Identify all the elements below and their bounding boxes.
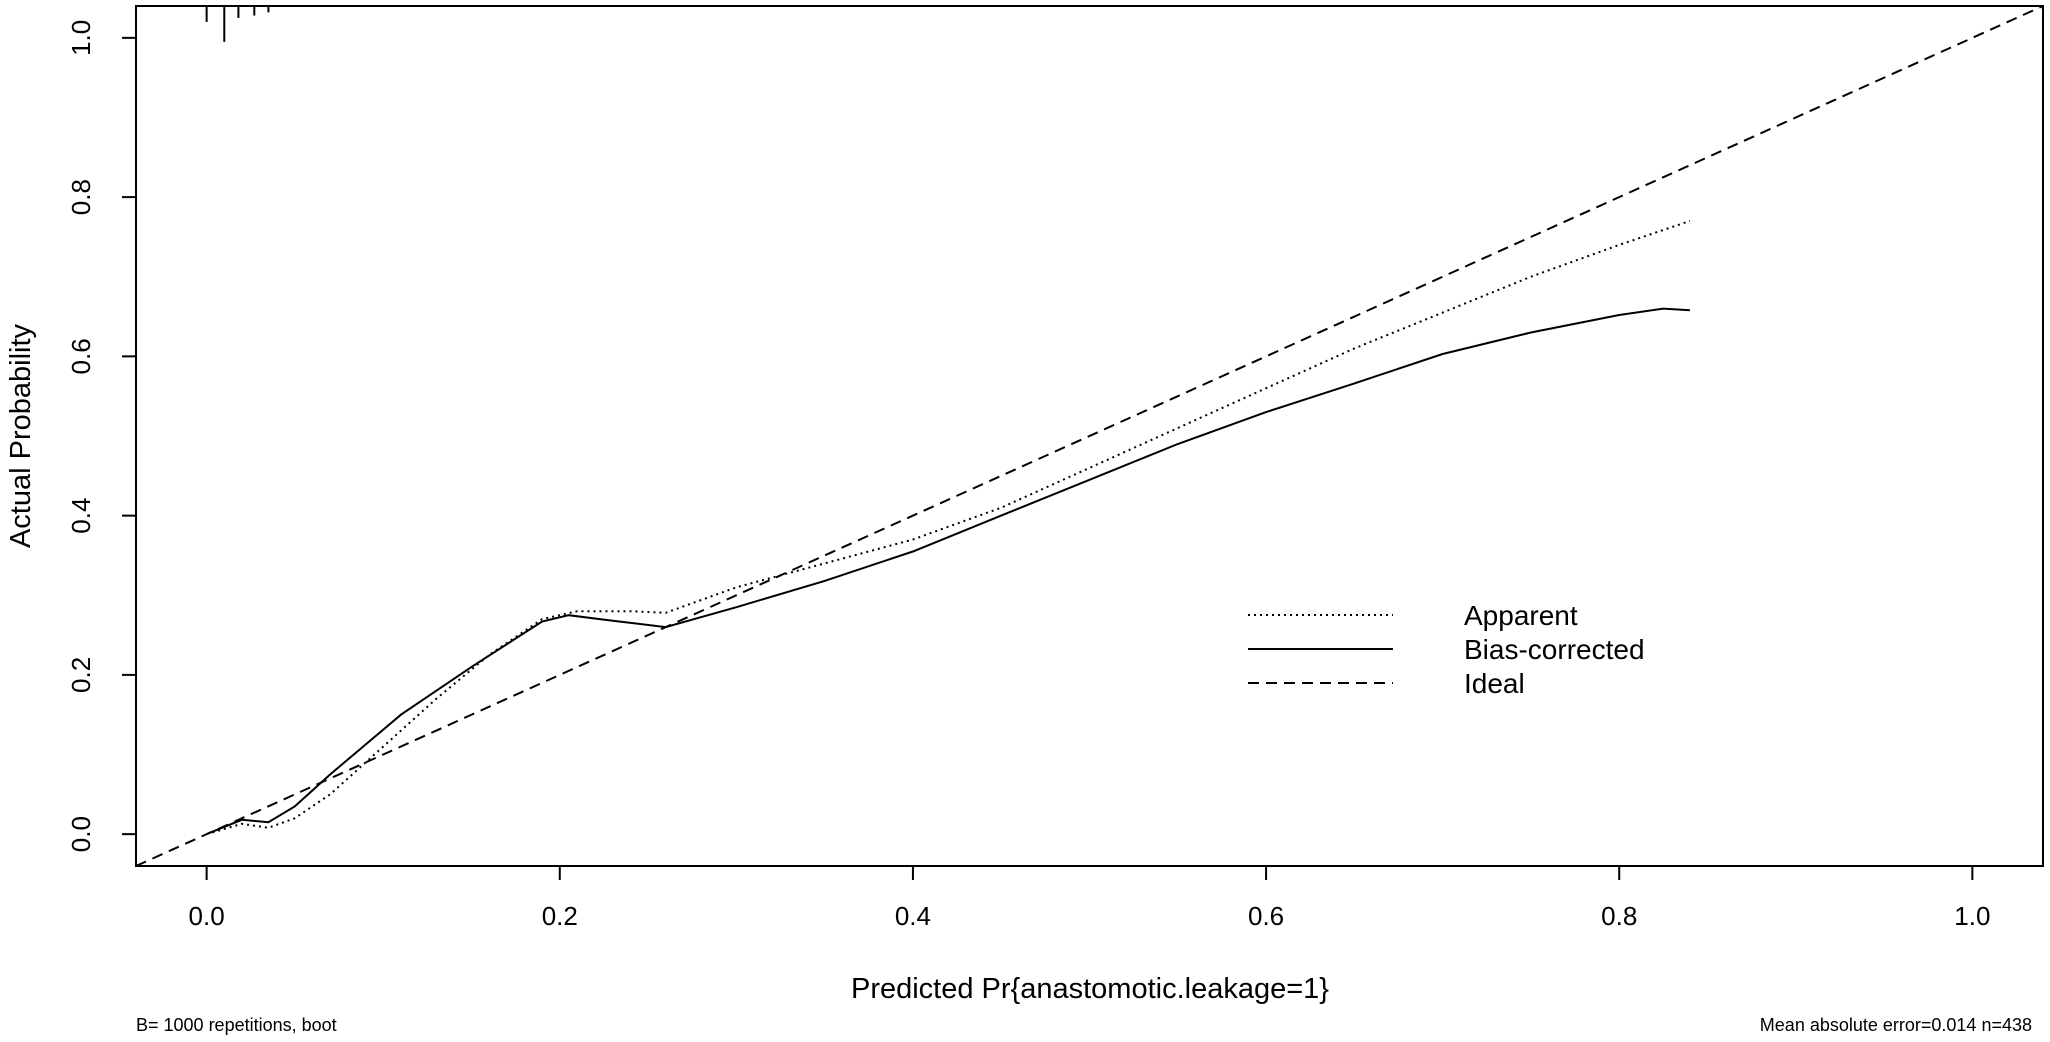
y-tick-label: 0.8 [66, 179, 96, 215]
y-tick-label: 0.0 [66, 816, 96, 852]
plot-frame [135, 5, 2044, 867]
series-line-apparent [206, 220, 1691, 836]
x-tick-label: 0.6 [1248, 901, 1284, 931]
x-tick-label: 0.8 [1601, 901, 1637, 931]
footnote-right: Mean absolute error=0.014 n=438 [1760, 1015, 2032, 1035]
x-axis-title: Predicted Pr{anastomotic.leakage=1} [851, 973, 1329, 1005]
x-tick-label: 1.0 [1954, 901, 1990, 931]
x-tick-label: 0.4 [895, 901, 931, 931]
rug-marks [205, 6, 270, 42]
y-axis: 0.0 0.2 0.4 0.6 0.8 1.0 [66, 20, 136, 852]
y-axis-title: Actual Probability [5, 323, 37, 548]
y-tick-label: 0.2 [66, 657, 96, 693]
y-tick-label: 0.4 [66, 498, 96, 534]
x-tick-label: 0.2 [542, 901, 578, 931]
legend-label-ideal: Ideal [1464, 668, 1525, 699]
series-line-bias-corrected [206, 307, 1690, 836]
series-line-ideal [136, 6, 2043, 866]
series-layer [136, 6, 2043, 866]
legend-label-apparent: Apparent [1464, 600, 1578, 631]
x-axis: 0.0 0.2 0.4 0.6 0.8 1.0 [189, 866, 1990, 931]
x-tick-label: 0.0 [189, 901, 225, 931]
y-tick-label: 1.0 [66, 20, 96, 56]
footnote-left: B= 1000 repetitions, boot [136, 1015, 337, 1035]
legend: Apparent Bias-corrected Ideal [1248, 600, 1645, 699]
y-tick-label: 0.6 [66, 338, 96, 374]
legend-label-bias-corrected: Bias-corrected [1464, 634, 1645, 665]
